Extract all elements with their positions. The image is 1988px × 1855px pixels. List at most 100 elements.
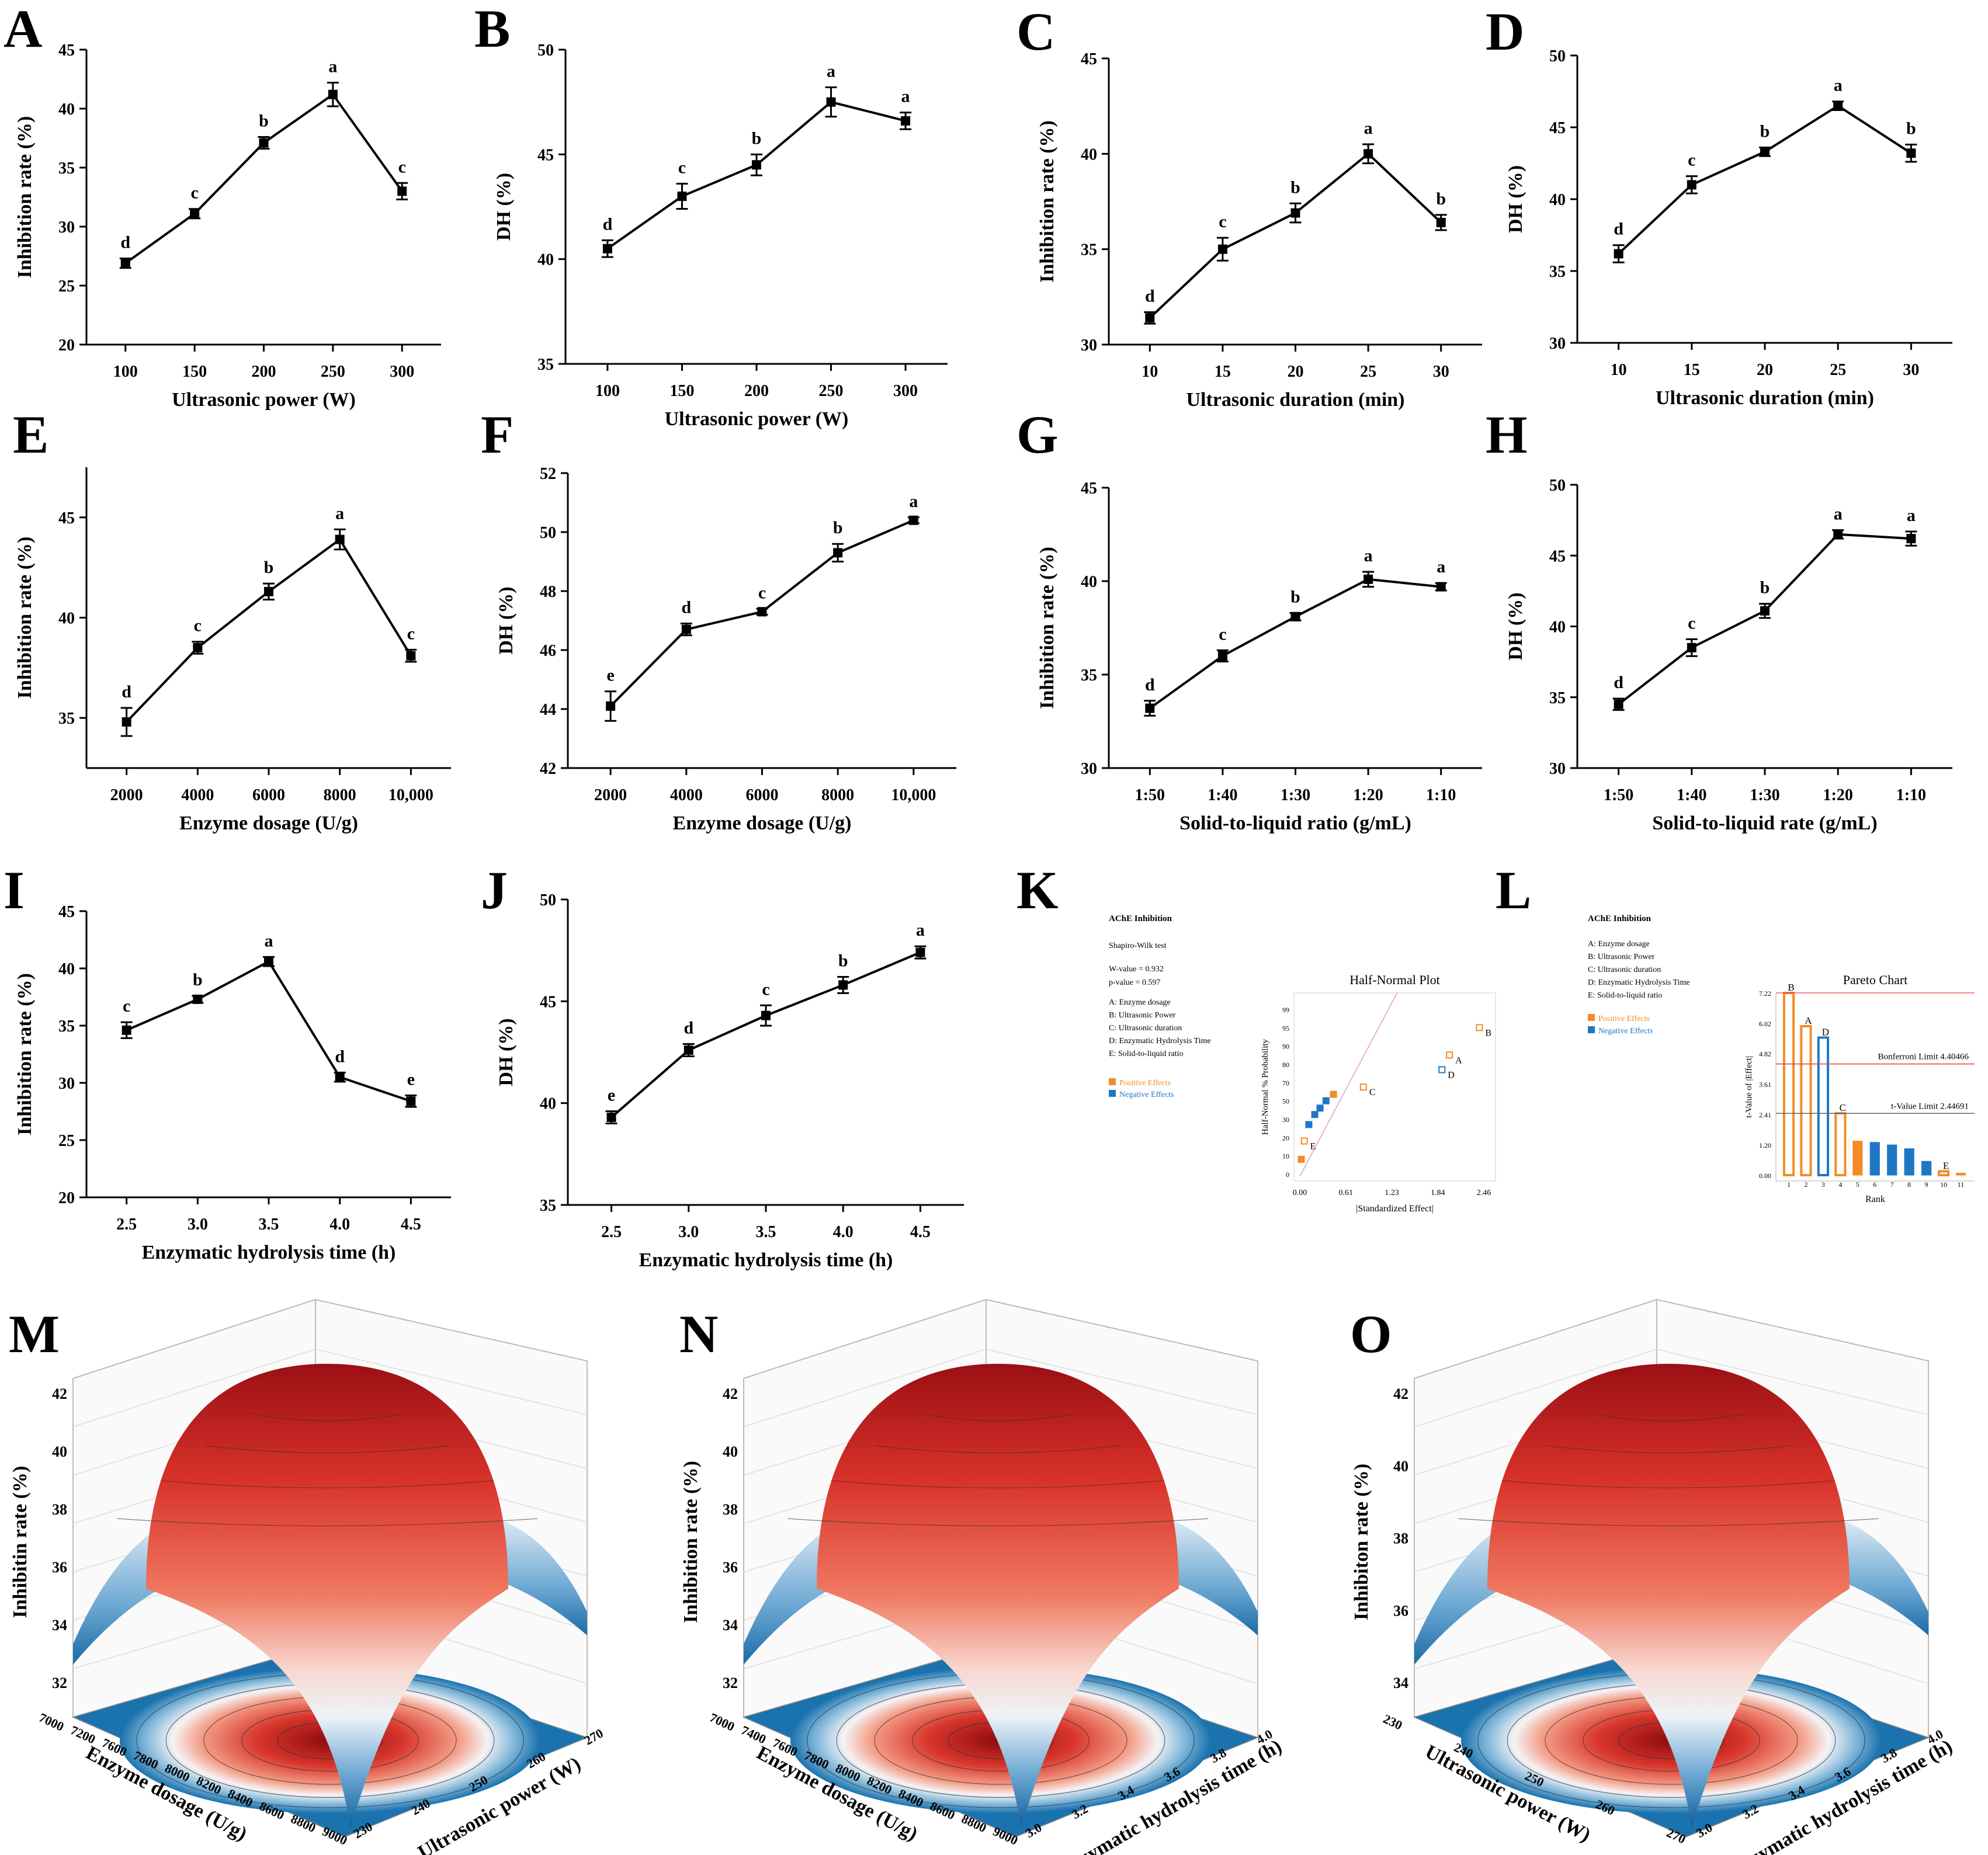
- grid-line: [986, 1349, 1258, 1415]
- x-tick-label: 20: [1757, 361, 1773, 379]
- point-label: B: [1485, 1028, 1491, 1038]
- chart-E: E 35 40 45 2000 4000 6000 8000 10,000 Enzyme dosa…: [13, 405, 451, 834]
- significance-label: c: [758, 583, 766, 602]
- x-tick-label: 150: [669, 382, 694, 400]
- x-tick-label: 30: [1433, 363, 1449, 381]
- chart-title: Pareto Chart: [1843, 972, 1908, 987]
- x-tick-label: 15: [1215, 363, 1231, 381]
- plot-frame: [1293, 992, 1496, 1182]
- info-test: Shapiro-Wilk test: [1109, 942, 1167, 950]
- x-tick-label: 4000: [181, 786, 214, 804]
- z-tick-label: 32: [723, 1675, 738, 1691]
- data-point: [406, 1096, 416, 1106]
- data-point: [122, 717, 131, 727]
- x-tick-label: 10: [1940, 1180, 1947, 1189]
- y-axis-label: DH (%): [1505, 165, 1526, 233]
- x-tick-label: 8000: [324, 786, 356, 804]
- y-tick-label: 2.41: [1759, 1111, 1771, 1119]
- y-tick-label: 45: [1549, 547, 1566, 565]
- x-tick-label: 10,000: [891, 786, 936, 804]
- y-tick-label: 45: [58, 509, 75, 527]
- y-tick-label: 25: [58, 277, 75, 296]
- legend-pos-swatch: [1109, 1078, 1116, 1085]
- x-axis-label: Solid-to-liquid ratio (g/mL): [1179, 812, 1411, 834]
- significance-label: b: [752, 128, 762, 148]
- y-tick-label: 30: [1081, 760, 1097, 778]
- x-tick-label: 300: [893, 382, 918, 400]
- y-tick-label: 45: [58, 41, 75, 60]
- x-tick-label: 1:50: [1604, 786, 1633, 804]
- chart-J: J 35 40 45 50 2.5 3.0 3.5 4.0 4.5 Enzymatic hydrol…: [481, 860, 964, 1271]
- series-line: [126, 960, 412, 1103]
- response-surface: [817, 1364, 1179, 1828]
- y-tick-label: 45: [537, 146, 554, 164]
- x-tick-label: 100: [595, 382, 620, 400]
- y-tick-label: 45: [1549, 119, 1566, 137]
- legend-neg-swatch: [1109, 1090, 1116, 1097]
- y-tick-label: 7.22: [1759, 989, 1771, 998]
- data-point: [826, 97, 836, 107]
- data-point: [1316, 1104, 1324, 1112]
- info-factor: B: Ultrasonic Power: [1588, 953, 1655, 961]
- info-factor: E: Solid-to-liquid ratio: [1109, 1050, 1184, 1058]
- y-tick-label: 20: [58, 1189, 75, 1207]
- x-tick-label: 250: [819, 382, 844, 400]
- legend-pos-swatch: [1588, 1014, 1595, 1021]
- data-point: [1906, 534, 1916, 544]
- panel-letter: D: [1486, 2, 1524, 61]
- data-point: [908, 515, 918, 525]
- y-axis-label: t-Value of |Effect|: [1744, 1056, 1754, 1118]
- data-point: [606, 1113, 616, 1123]
- significance-label: a: [1834, 505, 1843, 524]
- y-axis-label: Inhibition rate (%): [1036, 120, 1058, 283]
- surface-contour: [160, 1480, 494, 1489]
- x-tick-label: 1:10: [1896, 786, 1926, 804]
- bar-label: C: [1840, 1102, 1846, 1113]
- y-tick-label: 30: [58, 1075, 75, 1093]
- y-tick-label: 50: [537, 41, 554, 60]
- panel-letter: I: [4, 860, 25, 920]
- y-tick-label: 45: [540, 993, 556, 1011]
- panel-letter: E: [13, 405, 48, 464]
- y-tick-label: 45: [1081, 480, 1097, 498]
- series-line: [610, 951, 921, 1118]
- y-tick-label: 45: [1081, 50, 1097, 68]
- z-tick-label: 38: [723, 1501, 738, 1518]
- y-tick-label: 40: [58, 610, 75, 628]
- panel-letter: C: [1016, 2, 1055, 61]
- y-tick-label: 30: [1282, 1116, 1289, 1124]
- data-point: [1311, 1111, 1319, 1118]
- data-point: [1300, 1137, 1308, 1145]
- y-tick-label: 35: [1081, 666, 1097, 685]
- chart-D: D 30 35 40 45 50 10 15 20 25 30 Ultrasonic duration…: [1486, 2, 1952, 409]
- significance-label: c: [407, 624, 415, 643]
- x-tick-label: 230: [1381, 1711, 1404, 1733]
- significance-label: e: [608, 1086, 615, 1105]
- info-factor: E: Solid-to-liquid ratio: [1588, 991, 1663, 1000]
- x-tick-label: 7000: [707, 1710, 737, 1734]
- x-tick-label: 4.0: [833, 1223, 854, 1241]
- x-tick-label: 25: [1360, 363, 1376, 381]
- x-tick-label: 1:20: [1353, 786, 1383, 804]
- z-tick-label: 36: [1393, 1602, 1408, 1619]
- x-tick-label: 2.5: [116, 1215, 137, 1234]
- chart-L: L AChE Inhibition A: Enzyme dosage B: Ultra…: [1496, 860, 1975, 1204]
- point-label: E: [1310, 1142, 1316, 1152]
- z-tick-label: 40: [723, 1443, 738, 1460]
- bar: [1955, 1173, 1966, 1176]
- data-point: [264, 957, 273, 967]
- significance-label: a: [1437, 557, 1445, 576]
- x-tick-label: 10: [1142, 363, 1158, 381]
- info-factor: A: Enzyme dosage: [1109, 998, 1171, 1007]
- data-point: [328, 89, 338, 99]
- data-point: [397, 186, 407, 196]
- z-tick-label: 36: [52, 1559, 67, 1576]
- significance-label: a: [1834, 76, 1843, 95]
- y-tick-label: 35: [540, 1197, 556, 1215]
- z-tick-label: 42: [723, 1385, 738, 1402]
- x-tick-label: 1.23: [1385, 1189, 1399, 1197]
- x-tick-label: 7000: [37, 1710, 66, 1734]
- significance-label: b: [1760, 121, 1770, 141]
- data-point: [1436, 217, 1446, 227]
